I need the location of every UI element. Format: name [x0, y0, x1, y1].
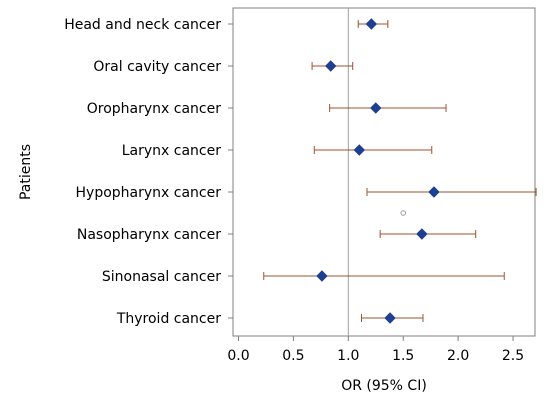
or-marker	[325, 60, 337, 72]
y-category-label: Oropharynx cancer	[87, 101, 221, 117]
x-axis: 0.0 0.5 1.0 1.5 2.0 2.5	[227, 336, 524, 364]
or-marker	[428, 186, 440, 198]
y-category-label: Oral cavity cancer	[93, 59, 221, 75]
or-marker	[316, 270, 328, 282]
y-category-label: Sinonasal cancer	[102, 269, 221, 285]
x-axis-title: OR (95% CI)	[341, 378, 427, 394]
or-marker	[384, 312, 396, 324]
y-category-label: Larynx cancer	[122, 143, 221, 159]
or-marker	[370, 102, 382, 114]
or-marker	[353, 144, 365, 156]
plot-marks	[263, 18, 537, 324]
or-marker	[365, 18, 378, 30]
y-category-label: Thyroid cancer	[116, 311, 221, 327]
x-tick-label: 2.0	[447, 348, 469, 364]
y-axis-title: Patients	[18, 144, 34, 200]
x-tick-label: 2.5	[502, 348, 524, 364]
or-marker	[416, 228, 428, 240]
x-tick-label: 1.0	[337, 348, 359, 364]
x-tick-label: 1.5	[392, 348, 414, 364]
plot-frame	[232, 7, 536, 337]
x-tick-label: 0.5	[282, 348, 304, 364]
x-tick-label: 0.0	[227, 348, 249, 364]
y-axis: Head and neck cancer Oral cavity cancer Or…	[64, 17, 233, 327]
outlier-point	[400, 210, 407, 216]
y-category-label: Hypopharynx cancer	[76, 185, 222, 201]
y-category-label: Head and neck cancer	[64, 17, 221, 33]
y-category-label: Nasopharynx cancer	[77, 227, 221, 243]
plot-area-border	[232, 7, 536, 337]
